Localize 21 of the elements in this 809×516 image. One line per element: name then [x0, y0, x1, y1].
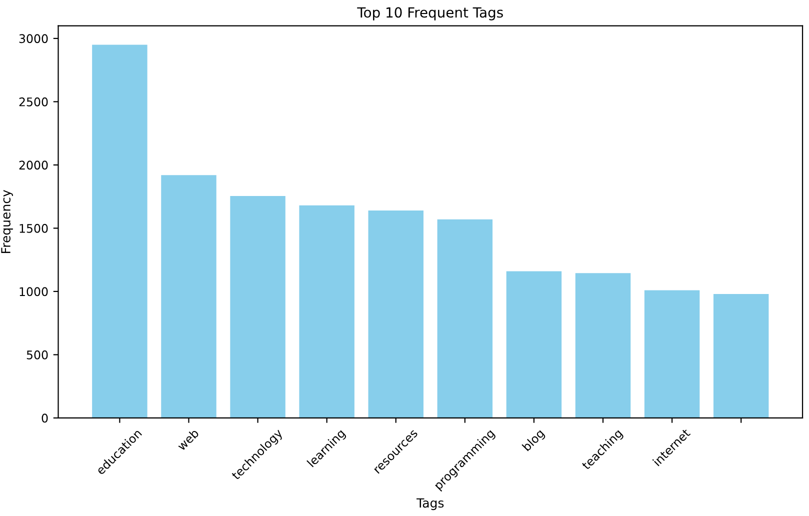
- bar: [713, 294, 769, 418]
- bar: [368, 210, 424, 418]
- bar: [299, 205, 354, 418]
- y-tick-label: 0: [42, 414, 48, 423]
- bar: [230, 196, 286, 418]
- bar: [644, 290, 700, 418]
- bar: [437, 219, 493, 418]
- bar: [161, 175, 216, 418]
- y-tick-label: 1000: [20, 287, 48, 296]
- y-tick-label: 2500: [19, 97, 48, 106]
- bar: [92, 44, 148, 418]
- bar: [506, 271, 562, 418]
- y-axis-title: Frequency: [1, 190, 13, 253]
- y-tick-label: 500: [26, 350, 48, 360]
- y-tick-label: 1500: [20, 224, 48, 233]
- x-axis-title: Tags: [416, 498, 444, 510]
- y-tick-label: 2000: [19, 160, 48, 170]
- y-tick-label: 3000: [19, 34, 48, 44]
- x-tick-label: web: [176, 428, 200, 452]
- chart-title: Top 10 Frequent Tags: [357, 7, 503, 20]
- bar: [575, 273, 631, 418]
